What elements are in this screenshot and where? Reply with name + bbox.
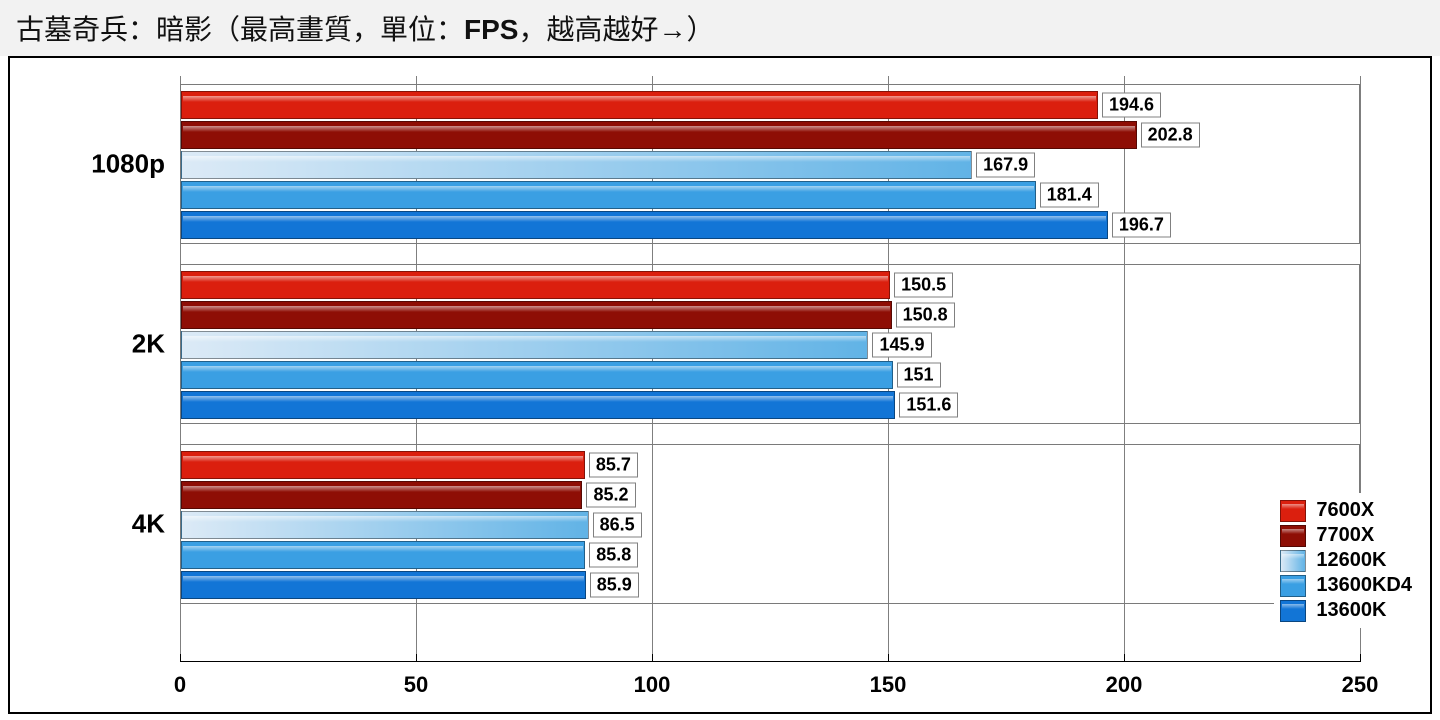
bar <box>181 331 868 359</box>
bar <box>181 181 1036 209</box>
bar-group: 1080p194.6202.8167.9181.4196.7 <box>180 84 1360 244</box>
value-label: 202.8 <box>1141 123 1200 148</box>
x-tick-label: 200 <box>1106 672 1143 698</box>
value-label: 167.9 <box>976 153 1035 178</box>
legend-label: 13600KD4 <box>1316 574 1412 597</box>
bar <box>181 211 1108 239</box>
x-tick-label: 0 <box>174 672 186 698</box>
group-label: 2K <box>132 329 165 360</box>
legend-swatch <box>1280 600 1306 622</box>
legend-swatch <box>1280 525 1306 547</box>
legend: 7600X7700X12600K13600KD413600K <box>1274 493 1418 628</box>
legend-label: 13600K <box>1316 599 1386 622</box>
x-tick <box>416 654 417 662</box>
bar <box>181 511 589 539</box>
x-tick <box>652 654 653 662</box>
chart-title: 古墓奇兵：暗影（最高畫質，單位：FPS，越高越好→） <box>0 0 1440 56</box>
value-label: 85.9 <box>590 573 639 598</box>
bar <box>181 451 585 479</box>
legend-item: 7700X <box>1280 524 1412 547</box>
legend-item: 7600X <box>1280 499 1412 522</box>
legend-item: 13600KD4 <box>1280 574 1412 597</box>
legend-item: 12600K <box>1280 549 1412 572</box>
value-label: 85.7 <box>589 453 638 478</box>
value-label: 145.9 <box>872 333 931 358</box>
x-tick-label: 100 <box>634 672 671 698</box>
value-label: 151.6 <box>899 393 958 418</box>
value-label: 194.6 <box>1102 93 1161 118</box>
bar-group: 4K85.785.286.585.885.9 <box>180 444 1360 604</box>
x-tick-label: 50 <box>404 672 428 698</box>
bar <box>181 391 895 419</box>
value-label: 85.2 <box>586 483 635 508</box>
bar <box>181 151 972 179</box>
plot-area: 0501001502002501080p194.6202.8167.9181.4… <box>180 76 1360 662</box>
bar <box>181 301 892 329</box>
bar <box>181 481 582 509</box>
title-suffix: ，越高越好→） <box>518 14 714 45</box>
x-tick <box>1124 654 1125 662</box>
x-tick <box>1360 654 1361 662</box>
bar <box>181 121 1137 149</box>
value-label: 181.4 <box>1040 183 1099 208</box>
group-label: 4K <box>132 509 165 540</box>
legend-swatch <box>1280 575 1306 597</box>
bar <box>181 361 893 389</box>
legend-label: 7600X <box>1316 499 1374 522</box>
title-prefix: 古墓奇兵：暗影（最高畫質，單位： <box>16 14 464 45</box>
value-label: 86.5 <box>593 513 642 538</box>
legend-label: 12600K <box>1316 549 1386 572</box>
bar <box>181 571 586 599</box>
bar <box>181 271 890 299</box>
bar <box>181 541 585 569</box>
value-label: 196.7 <box>1112 213 1171 238</box>
x-axis <box>180 661 1360 662</box>
chart-frame: 0 50 100 150 200 250 1080p 194.6 202.8 167.9181.4… <box>8 56 1432 714</box>
title-bold: FPS <box>464 14 518 45</box>
x-tick-label: 250 <box>1342 672 1379 698</box>
group-label: 1080p <box>91 149 165 180</box>
bar-group: 2K150.5150.8145.9151151.6 <box>180 264 1360 424</box>
legend-label: 7700X <box>1316 524 1374 547</box>
value-label: 150.8 <box>896 303 955 328</box>
x-tick <box>180 654 181 662</box>
x-tick-label: 150 <box>870 672 907 698</box>
bar <box>181 91 1098 119</box>
value-label: 151 <box>897 363 941 388</box>
legend-swatch <box>1280 550 1306 572</box>
x-tick <box>888 654 889 662</box>
legend-swatch <box>1280 500 1306 522</box>
value-label: 150.5 <box>894 273 953 298</box>
value-label: 85.8 <box>589 543 638 568</box>
legend-item: 13600K <box>1280 599 1412 622</box>
